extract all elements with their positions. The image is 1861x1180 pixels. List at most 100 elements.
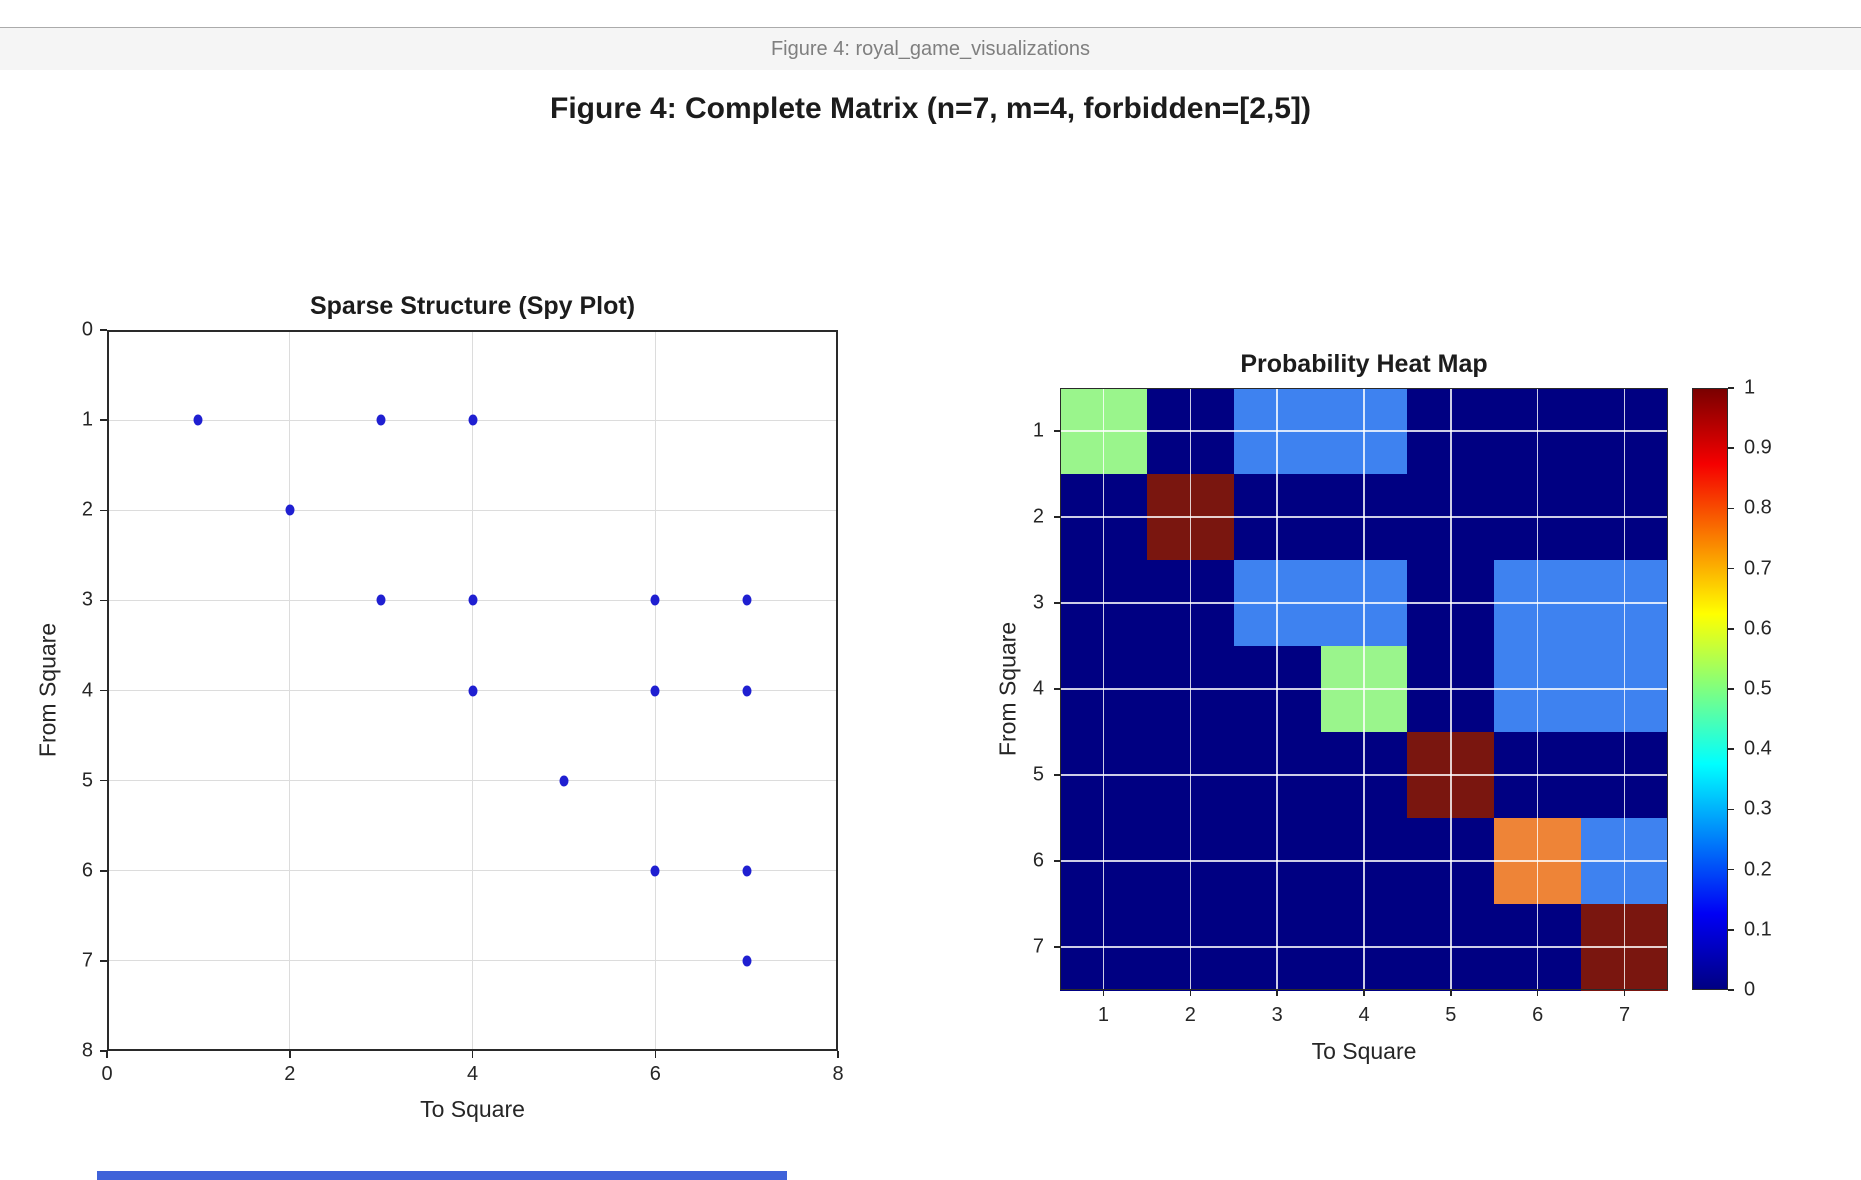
heatmap-ylabel: From Square [994, 621, 1021, 757]
heatmap-title: Probability Heat Map [1240, 350, 1488, 378]
spy-plot-ylabel: From Square [34, 622, 61, 758]
spy-x-tick-mark [289, 1051, 291, 1058]
spy-dot [742, 594, 752, 606]
spy-dot [742, 865, 752, 877]
spy-y-tick-label: 0 [81, 318, 93, 341]
colorbar-tick-label: 0.5 [1744, 677, 1772, 700]
colorbar-tick-label: 0.2 [1744, 858, 1772, 881]
heatmap-y-tick-label: 7 [1032, 935, 1044, 958]
spy-y-tick-label: 2 [81, 498, 93, 521]
heatmap-y-tick-label: 1 [1032, 419, 1044, 442]
spy-y-tick-label: 6 [81, 859, 93, 882]
heatmap-y-tick-mark [1054, 602, 1060, 604]
colorbar-tick-label: 0.8 [1744, 496, 1772, 519]
heatmap-x-tick-mark [1450, 990, 1452, 996]
heatmap-y-tick-label: 6 [1032, 849, 1044, 872]
colorbar-tick-label: 0.9 [1744, 436, 1772, 459]
spy-x-tick-mark [471, 1051, 474, 1058]
heatmap-y-tick-mark [1054, 516, 1060, 518]
spy-y-tick-label: 1 [81, 408, 93, 431]
colorbar-tick-mark [1728, 868, 1734, 871]
colorbar-tick-mark [1728, 447, 1734, 449]
heatmap-y-tick-label: 3 [1032, 591, 1044, 614]
heatmap-x-tick-mark [1276, 990, 1278, 996]
colorbar-tick-mark [1728, 507, 1734, 510]
colorbar [1692, 388, 1728, 990]
colorbar-tick-mark [1728, 567, 1734, 570]
heatmap-y-tick-label: 2 [1032, 505, 1044, 528]
figure-title: Figure 4: Complete Matrix (n=7, m=4, for… [550, 92, 1311, 125]
heatmap-x-tick-label: 4 [1358, 1004, 1370, 1026]
colorbar-tick-label: 1 [1744, 376, 1756, 399]
spy-y-tick-mark [100, 689, 107, 692]
spy-dot [742, 685, 752, 696]
spy-plot-title: Sparse Structure (Spy Plot) [309, 292, 636, 320]
spy-x-tick-label: 4 [466, 1063, 479, 1085]
colorbar-tick-label: 0.4 [1744, 737, 1772, 760]
spy-dot [376, 414, 386, 426]
heatmap-y-tick-mark [1054, 688, 1060, 690]
spy-x-tick-label: 0 [101, 1063, 113, 1085]
spy-dot [468, 594, 477, 606]
heatmap-x-tick-mark [1363, 990, 1365, 996]
spy-dot [285, 504, 295, 516]
spy-gridline-horizontal [107, 960, 838, 962]
spy-gridline-horizontal [107, 870, 838, 872]
window-titlebar: Figure 4: royal_game_visualizations [0, 27, 1861, 70]
spy-y-tick-label: 5 [81, 769, 93, 792]
colorbar-tick-mark [1728, 929, 1734, 931]
colorbar-tick-mark [1728, 748, 1734, 750]
window-title: Figure 4: royal_game_visualizations [770, 38, 1091, 60]
spy-y-tick-mark [100, 419, 107, 421]
colorbar-tick-mark [1728, 989, 1734, 991]
spy-dot [468, 685, 477, 696]
spy-dot [650, 685, 660, 696]
heatmap-gridline-horizontal [1060, 946, 1668, 948]
spy-plot-xlabel: To Square [420, 1096, 525, 1122]
heatmap-gridline-horizontal [1060, 430, 1668, 432]
heatmap-x-tick-label: 5 [1445, 1004, 1457, 1026]
colorbar-tick-label: 0.7 [1744, 557, 1772, 580]
heatmap-x-tick-label: 6 [1532, 1004, 1544, 1026]
spy-dot [650, 594, 660, 606]
spy-x-tick-label: 8 [832, 1063, 844, 1085]
heatmap-x-tick-label: 2 [1184, 1004, 1196, 1026]
colorbar-tick-mark [1728, 628, 1734, 630]
spy-dot [559, 775, 569, 787]
colorbar-tick-label: 0 [1744, 978, 1756, 1001]
spy-x-tick-label: 2 [284, 1063, 296, 1085]
heatmap-y-tick-mark [1054, 774, 1060, 776]
spy-y-tick-mark [100, 779, 107, 782]
spy-dot [193, 414, 203, 426]
spy-dot [468, 414, 477, 426]
spy-y-tick-label: 3 [81, 588, 93, 611]
heatmap-x-tick-mark [1102, 990, 1105, 996]
colorbar-tick-mark [1728, 808, 1734, 811]
heatmap-y-tick-mark [1054, 946, 1060, 948]
heatmap-x-tick-label: 3 [1271, 1004, 1283, 1026]
spy-y-tick-label: 8 [81, 1039, 93, 1062]
spy-x-tick-mark [106, 1051, 108, 1058]
heatmap-y-tick-label: 4 [1032, 677, 1044, 700]
heatmap-gridline-horizontal [1060, 602, 1668, 604]
heatmap-x-tick-label: 7 [1619, 1004, 1631, 1026]
heatmap-y-tick-mark [1054, 430, 1060, 432]
heatmap-y-tick-label: 5 [1032, 763, 1044, 786]
spy-y-tick-mark [100, 599, 107, 602]
spy-y-tick-mark [100, 870, 107, 872]
spy-dot [742, 955, 752, 967]
heatmap-x-tick-label: 1 [1097, 1004, 1109, 1026]
spy-dot [376, 594, 386, 606]
spy-x-tick-mark [837, 1051, 839, 1058]
spy-dot [650, 865, 660, 877]
heatmap-x-tick-mark [1623, 990, 1626, 996]
spy-y-tick-label: 4 [81, 679, 93, 701]
colorbar-tick-mark [1728, 688, 1734, 690]
heatmap-x-tick-mark [1536, 990, 1539, 996]
heatmap-gridline-horizontal [1060, 860, 1668, 862]
spy-y-tick-mark [100, 509, 107, 511]
spy-x-tick-mark [654, 1051, 656, 1058]
colorbar-tick-mark [1728, 387, 1734, 389]
spy-gridline-horizontal [107, 509, 838, 511]
spy-y-tick-mark [100, 1050, 107, 1052]
